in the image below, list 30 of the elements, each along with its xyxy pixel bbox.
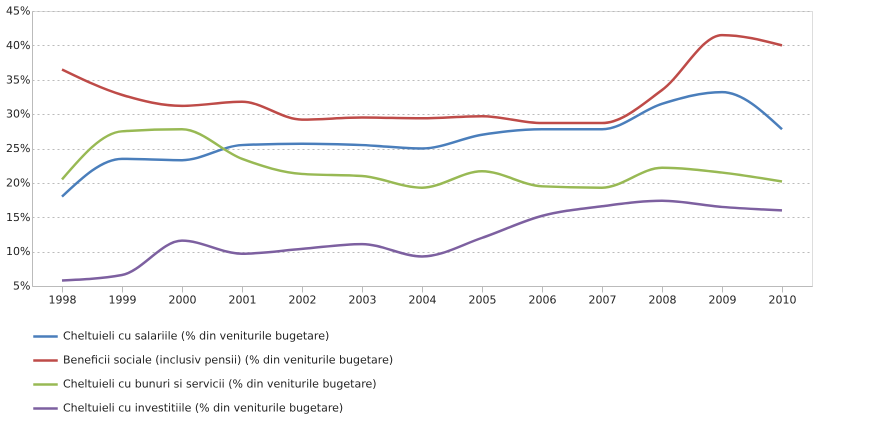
legend-label: Beneficii sociale (inclusiv pensii) (% din veniturile bugetare) (63, 354, 394, 366)
x-tick-label: 2007 (588, 294, 616, 306)
legend-label: Cheltuieli cu salariile (% din veniturile bugetare) (63, 330, 330, 342)
line-series (60, 200, 784, 282)
x-tick-label: 2009 (708, 294, 736, 306)
y-tick-label: 25% (6, 142, 30, 155)
line-series (60, 90, 784, 198)
x-tick-label: 2001 (228, 294, 256, 306)
line-series (60, 128, 784, 189)
x-tick-label: 2010 (768, 294, 796, 306)
x-tick-label: 1999 (108, 294, 136, 306)
x-tick-label: 2008 (648, 294, 676, 306)
x-tick-label: 2003 (348, 294, 376, 306)
legend-label: Cheltuieli cu bunuri si servicii (% din veniturile bugetare) (63, 378, 377, 390)
x-tick-label: 2002 (288, 294, 316, 306)
x-tick-label: 2006 (528, 294, 556, 306)
legend-label: Cheltuieli cu investitiile (% din veniturile bugetare) (63, 402, 344, 414)
x-tick-label: 2000 (168, 294, 196, 306)
y-tick-label: 30% (6, 108, 30, 121)
y-tick-label: 15% (6, 210, 30, 224)
y-tick-label: 40% (6, 38, 30, 52)
x-tick-label: 2005 (468, 294, 496, 306)
y-tick-label: 20% (6, 176, 30, 190)
y-tick-label: 10% (6, 245, 30, 258)
y-tick-label: 35% (6, 73, 30, 86)
x-tick-label: 1998 (48, 294, 76, 306)
y-tick-label: 5% (13, 280, 30, 292)
line-series (60, 34, 784, 124)
x-tick-label: 2004 (408, 294, 436, 306)
y-tick-label: 45% (6, 4, 30, 18)
